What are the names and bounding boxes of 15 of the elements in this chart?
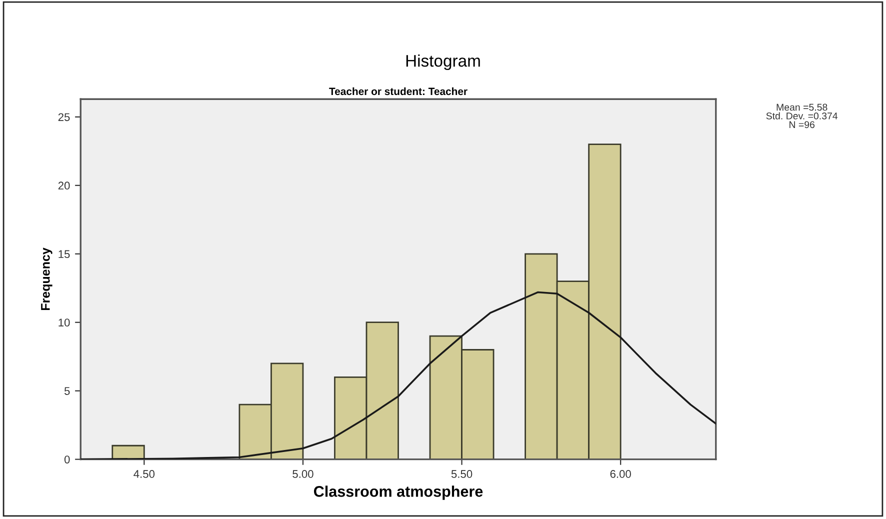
chart-subtitle: Teacher or student: Teacher (329, 87, 468, 96)
chart-title: Histogram (406, 54, 480, 70)
text: Mean =5.58 Std. Dev. =0.374 N =96 (766, 104, 838, 128)
y-tick-label: 25 (58, 113, 70, 122)
y-tick-label: 20 (58, 182, 70, 190)
x-tick-label: 4.50 (134, 470, 155, 478)
y-tick-label: 10 (58, 318, 70, 326)
x-tick-label: 6.00 (610, 470, 631, 478)
x-tick-label: 5.00 (292, 470, 314, 478)
y-axis-title: Frequency (41, 248, 52, 310)
y-tick-label: 15 (58, 250, 70, 258)
x-tick-label: 5.50 (451, 470, 472, 478)
y-tick-label: 5 (64, 387, 70, 395)
x-axis-title: Classroom atmosphere (314, 486, 483, 500)
y-tick-label: 0 (64, 456, 70, 464)
